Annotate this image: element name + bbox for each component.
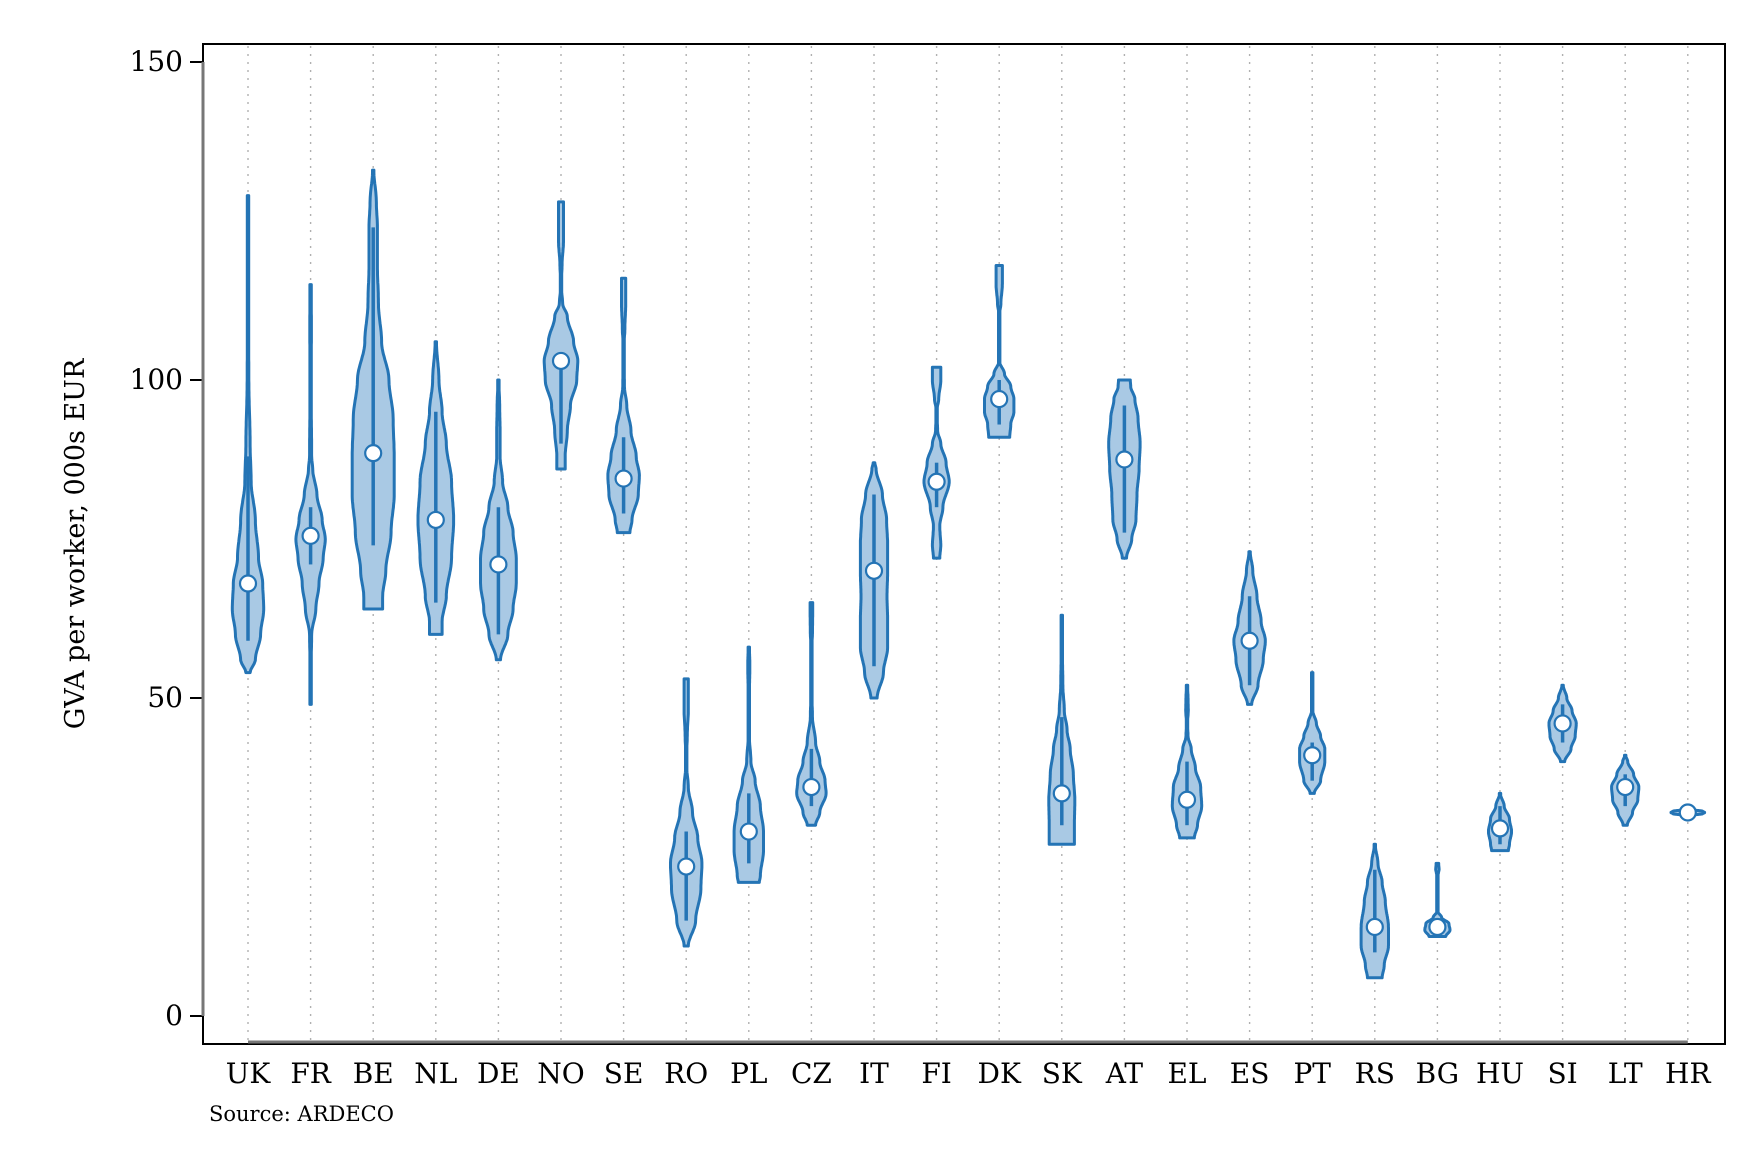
x-tick-label: RO xyxy=(664,1057,708,1090)
median-marker xyxy=(1177,790,1197,809)
violin-bg xyxy=(1423,861,1452,938)
x-tick-label: FR xyxy=(290,1057,331,1090)
y-tick-label: 150 xyxy=(130,45,183,78)
violin-it xyxy=(858,461,890,700)
violin-body xyxy=(230,194,266,675)
violin-ro xyxy=(669,677,704,948)
median-marker xyxy=(1553,714,1572,733)
violin-hu xyxy=(1487,791,1513,853)
x-tick-label: NL xyxy=(414,1057,457,1090)
violin-nl xyxy=(416,340,456,636)
median-marker xyxy=(364,444,383,463)
x-tick-label: SE xyxy=(604,1057,644,1090)
median-marker xyxy=(1365,917,1384,937)
y-tick-label: 50 xyxy=(147,681,183,714)
median-marker xyxy=(238,574,258,593)
violin-body xyxy=(542,200,580,471)
x-tick-label: BG xyxy=(1416,1057,1459,1090)
x-tick-label: DE xyxy=(477,1057,520,1090)
x-tick-label: FI xyxy=(921,1057,952,1090)
violin-body xyxy=(795,601,828,827)
violin-es xyxy=(1232,550,1267,706)
median-marker xyxy=(927,472,946,491)
violin-fi xyxy=(922,365,951,560)
median-marker xyxy=(1428,917,1447,937)
median-marker xyxy=(614,469,633,488)
median-marker xyxy=(1490,819,1510,838)
y-axis: 0 50 100 150 xyxy=(130,45,1688,1044)
violins xyxy=(230,168,1707,980)
violin-body xyxy=(1298,671,1327,795)
y-axis-title: GVA per worker, 000s EUR xyxy=(60,358,91,729)
median-marker xyxy=(426,510,445,530)
violin-lt xyxy=(1610,753,1641,827)
median-marker xyxy=(677,857,696,876)
median-marker xyxy=(739,822,758,841)
x-tick-label: HU xyxy=(1476,1057,1524,1090)
x-tick-label: DK xyxy=(978,1057,1022,1090)
violin-de xyxy=(479,378,518,662)
violin-fr xyxy=(294,283,327,706)
violin-body xyxy=(1423,861,1452,938)
x-tick-label: RS xyxy=(1355,1057,1395,1090)
x-tick-label: CZ xyxy=(791,1057,832,1090)
median-marker xyxy=(1240,631,1259,650)
violin-se xyxy=(606,276,641,535)
violin-body xyxy=(294,283,327,706)
median-marker xyxy=(489,555,508,574)
source-note: Source: ARDECO xyxy=(209,1102,394,1126)
violin-el xyxy=(1170,683,1204,840)
violin-uk xyxy=(230,194,266,675)
violin-no xyxy=(542,200,580,471)
violin-dk xyxy=(983,264,1016,439)
x-tick-label: HR xyxy=(1665,1057,1711,1090)
median-marker xyxy=(1303,746,1322,765)
violin-at xyxy=(1107,378,1142,560)
violin-body xyxy=(732,645,765,884)
median-marker xyxy=(1052,784,1071,803)
x-tick-label: UK xyxy=(226,1057,272,1090)
median-marker xyxy=(551,351,571,371)
x-tick-label: NO xyxy=(537,1057,584,1090)
median-marker xyxy=(1616,777,1635,797)
x-tick-label: LT xyxy=(1608,1057,1643,1090)
violin-cz xyxy=(795,601,828,827)
x-tick-label: AT xyxy=(1105,1057,1144,1090)
grid-lines xyxy=(247,46,1689,1040)
median-marker xyxy=(802,777,821,797)
median-marker xyxy=(990,389,1009,409)
x-tick-label: SK xyxy=(1042,1057,1083,1090)
x-tick-label: PL xyxy=(730,1057,767,1090)
violin-hr xyxy=(1669,803,1707,822)
median-marker xyxy=(301,526,320,545)
x-tick-label: IT xyxy=(859,1057,889,1090)
violin-sk xyxy=(1047,613,1077,846)
x-axis: UK FR BE NL DE NO SE RO PL CZ IT FI DK SK AT EL ES PT RS BG… xyxy=(226,1057,1712,1090)
x-tick-label: EL xyxy=(1167,1057,1206,1090)
x-tick-label: PT xyxy=(1293,1057,1331,1090)
median-marker xyxy=(864,561,884,580)
x-tick-label: SI xyxy=(1547,1057,1577,1090)
violin-body xyxy=(606,276,641,535)
violin-rs xyxy=(1359,842,1390,980)
x-tick-label: BE xyxy=(353,1057,394,1090)
median-marker xyxy=(1115,450,1134,469)
violin-pt xyxy=(1298,671,1327,795)
violin-si xyxy=(1547,683,1578,764)
violin-body xyxy=(669,677,704,948)
median-marker xyxy=(1678,803,1697,822)
y-tick-label: 100 xyxy=(130,363,183,396)
x-tick-label: ES xyxy=(1230,1057,1270,1090)
y-tick-label: 0 xyxy=(165,999,183,1032)
violin-pl xyxy=(732,645,765,884)
violin-be xyxy=(350,168,396,611)
